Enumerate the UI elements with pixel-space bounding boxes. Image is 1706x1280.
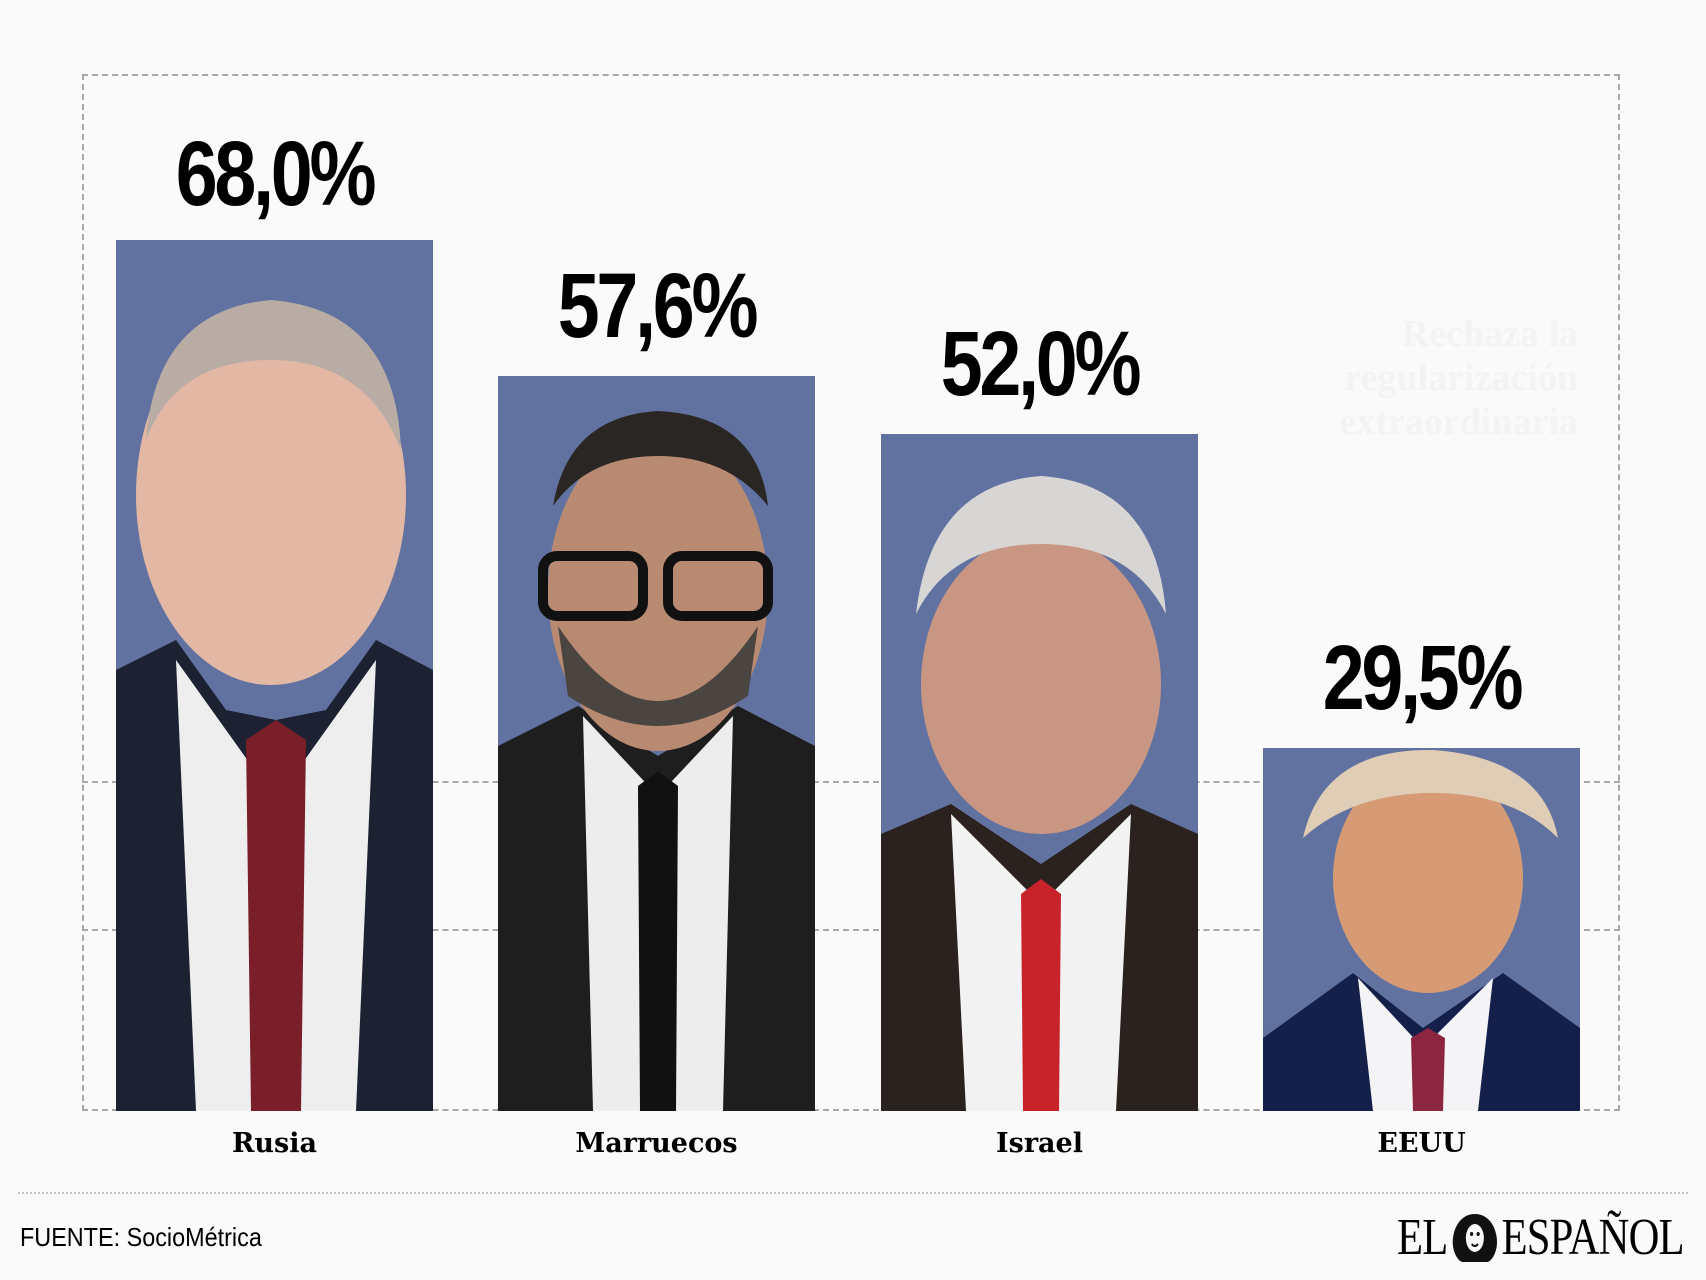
portrait-image xyxy=(1263,749,1580,1111)
bar-value-israel: 52,0% xyxy=(940,313,1142,415)
gridline xyxy=(82,781,1620,783)
gridline xyxy=(82,929,1620,931)
lion-icon xyxy=(1452,1213,1497,1262)
bar-value-rusia: 68,0% xyxy=(175,123,377,225)
source-note: FUENTE: SocioMétrica xyxy=(20,1222,262,1252)
bar-rusia xyxy=(116,240,433,1111)
bar-value-marruecos: 57,6% xyxy=(557,255,759,357)
bar-eeuu xyxy=(1263,748,1580,1111)
footer-divider xyxy=(18,1192,1688,1194)
bar-israel xyxy=(881,434,1198,1111)
bar-marruecos xyxy=(498,376,815,1111)
category-label-israel: Israel xyxy=(996,1128,1083,1159)
category-label-eeuu: EEUU xyxy=(1377,1128,1466,1159)
category-label-rusia: Rusia xyxy=(231,1128,318,1159)
category-label-marruecos: Marruecos xyxy=(575,1128,738,1159)
legend-label: Rechaza la regularización extraordinaria xyxy=(1339,313,1578,443)
el-espanol-logo: EL ESPAÑOL xyxy=(1397,1209,1685,1266)
plot-frame xyxy=(82,74,1620,1111)
bar-value-eeuu: 29,5% xyxy=(1322,627,1524,729)
portrait-image xyxy=(116,300,433,1111)
portrait-image xyxy=(498,411,815,1111)
portrait-image xyxy=(881,476,1198,1111)
